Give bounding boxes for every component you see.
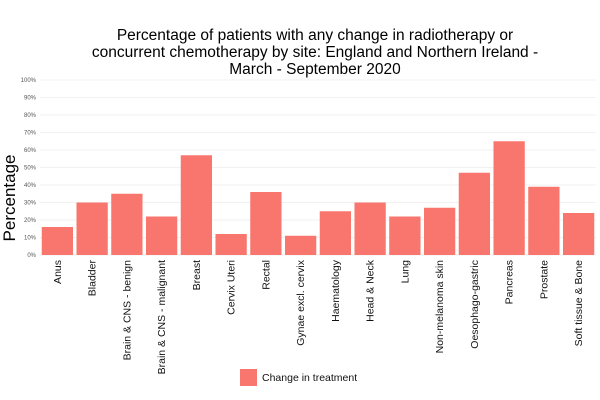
y-axis-label: Percentage <box>0 155 19 242</box>
y-tick-label: 20% <box>24 218 37 224</box>
y-tick-label: 100% <box>21 78 37 84</box>
bar-brain-cns-malignant <box>145 216 178 255</box>
bar-cervix-uteri <box>215 234 247 255</box>
x-tick-label: Bladder <box>87 260 99 297</box>
bar-brain-cns-benign <box>111 193 143 255</box>
x-tick-label: Non-melanoma skin <box>434 260 446 354</box>
bar-haematology <box>319 211 352 255</box>
y-tick-label: 0% <box>27 253 36 259</box>
legend-label: Change in treatment <box>262 372 357 384</box>
bar-lung <box>389 216 421 255</box>
x-tick-label: Rectal <box>260 260 272 290</box>
bar-soft-tissue-bone <box>562 213 595 255</box>
chart-title: Percentage of patients with any change i… <box>92 27 538 78</box>
bar-rectal <box>250 192 282 255</box>
bar-breast <box>180 155 213 255</box>
x-tick-label: Brain & CNS - malignant <box>156 260 168 374</box>
y-tick-label: 60% <box>24 148 37 154</box>
x-tick-label: Breast <box>191 260 203 290</box>
bar-prostate <box>528 186 560 255</box>
legend: Change in treatment <box>240 369 357 386</box>
x-tick-label: Cervix Uteri <box>226 260 238 315</box>
y-tick-label: 80% <box>24 113 37 119</box>
x-tick-label: Oesophago-gastric <box>469 260 481 349</box>
y-tick-label: 10% <box>24 236 37 242</box>
y-tick-label: 90% <box>24 96 37 102</box>
chart-title-line-3: March - September 2020 <box>229 61 401 78</box>
y-tick-label: 50% <box>24 166 37 172</box>
chart-title-line-1: Percentage of patients with any change i… <box>117 27 513 44</box>
y-tick-label: 30% <box>24 201 37 207</box>
x-tick-label: Gynae excl. cervix <box>295 259 307 346</box>
x-tick-label: Head & Neck <box>365 259 377 322</box>
x-tick-label: Pancreas <box>504 260 516 304</box>
bar-head-neck <box>354 202 386 255</box>
x-tick-label: Anus <box>52 260 64 284</box>
x-axis-tick-labels: Anus Bladder Brain & CNS - benign Brain & C… <box>52 259 585 374</box>
bars <box>41 141 595 255</box>
y-tick-label: 40% <box>24 183 37 189</box>
bar-pancreas <box>493 141 525 255</box>
x-tick-label: Brain & CNS - benign <box>121 260 133 361</box>
x-tick-label: Haematology <box>330 259 342 322</box>
bar-gynae-excl-cervix <box>284 235 317 255</box>
y-axis-ticks: 0% 10% 20% 30% 40% 50% 60% 70% 80% 90% 100% <box>21 78 37 259</box>
x-tick-label: Lung <box>399 260 411 284</box>
bar-anus <box>41 227 74 255</box>
bar-bladder <box>76 202 108 255</box>
y-tick-label: 70% <box>24 131 37 137</box>
x-tick-label: Soft tissue & Bone <box>573 260 585 347</box>
legend-swatch <box>240 369 257 386</box>
bar-oesophago-gastric <box>458 172 491 255</box>
chart-title-line-2: concurrent chemotherapy by site: England… <box>92 44 538 61</box>
bar-non-melanoma-skin <box>423 207 456 255</box>
x-tick-label: Prostate <box>538 260 550 299</box>
